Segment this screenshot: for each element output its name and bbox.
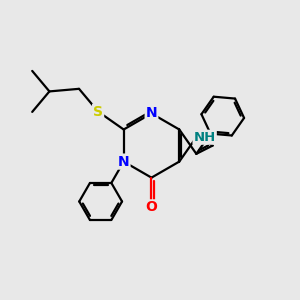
Text: NH: NH bbox=[194, 131, 216, 144]
Text: S: S bbox=[93, 105, 103, 118]
Text: O: O bbox=[146, 200, 158, 214]
Text: N: N bbox=[146, 106, 157, 120]
Text: N: N bbox=[118, 154, 130, 169]
